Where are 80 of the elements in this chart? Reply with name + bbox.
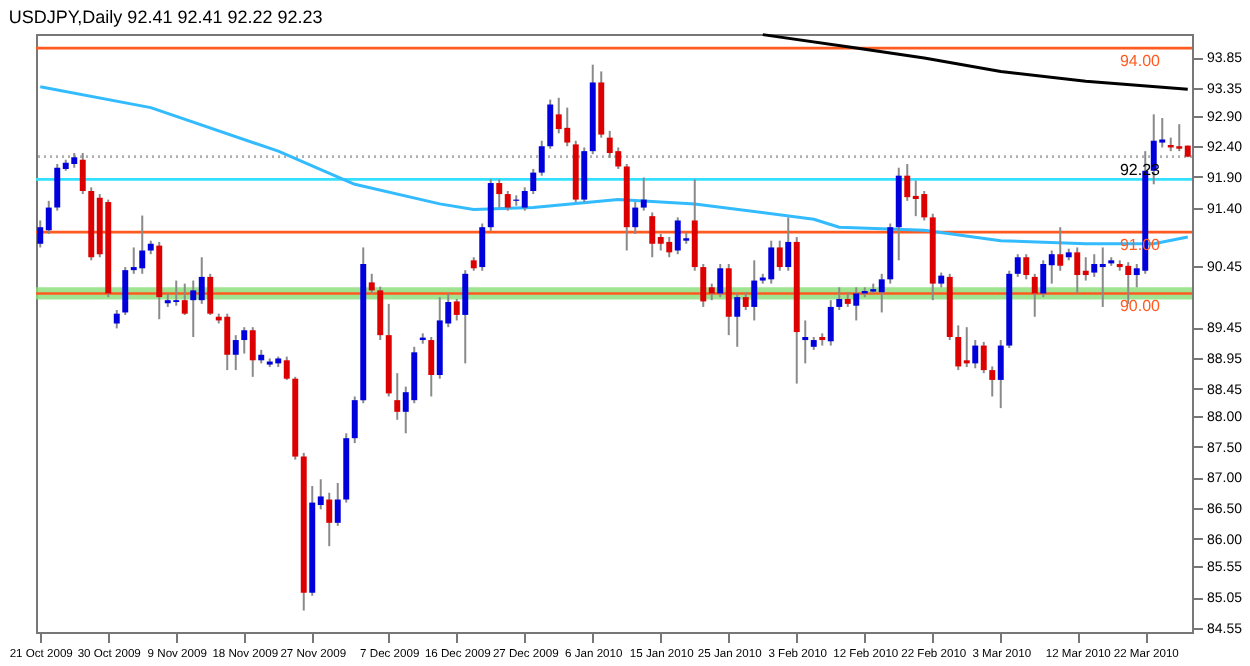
candlestick — [538, 139, 545, 177]
candlestick — [717, 263, 724, 299]
candlestick — [79, 151, 86, 196]
candlestick — [1176, 123, 1183, 153]
candlestick — [207, 272, 214, 316]
candlestick — [487, 178, 494, 232]
candlestick — [606, 129, 613, 159]
candlestick — [139, 214, 146, 275]
candlestick — [173, 279, 180, 307]
candlestick — [530, 167, 537, 196]
candlestick — [224, 312, 231, 372]
candlestick — [377, 285, 384, 342]
candlestick — [283, 355, 290, 381]
candlestick — [776, 239, 783, 272]
candlestick — [1057, 226, 1064, 272]
candlestick — [674, 216, 681, 256]
candlestick — [1091, 253, 1098, 278]
candlestick — [1031, 272, 1038, 318]
candlestick — [326, 491, 333, 548]
candlestick — [241, 326, 248, 355]
candlestick — [181, 282, 188, 316]
candlestick — [113, 309, 120, 330]
candlestick — [54, 163, 61, 212]
candlestick — [1023, 253, 1030, 281]
candlestick — [479, 222, 486, 272]
candlestick — [122, 266, 129, 316]
candlestick — [547, 98, 554, 150]
candlestick — [649, 211, 656, 259]
candlestick — [555, 96, 562, 135]
candlestick — [1074, 246, 1081, 295]
candlestick — [972, 339, 979, 370]
candlestick — [751, 259, 758, 322]
candlestick — [666, 236, 673, 259]
candlestick — [1099, 246, 1106, 308]
candlestick — [411, 345, 418, 405]
candlestick — [827, 299, 834, 347]
candlestick — [853, 286, 860, 322]
candlestick — [904, 163, 911, 202]
candlestick — [190, 279, 197, 338]
candlestick — [521, 186, 528, 212]
candlestick — [504, 190, 511, 212]
candlestick — [462, 269, 469, 365]
ref-line-label: 90.00 — [1119, 297, 1162, 316]
candlestick — [955, 324, 962, 372]
candlestick — [198, 256, 205, 305]
candlestick — [768, 239, 775, 285]
candlestick — [912, 179, 919, 218]
candlestick — [334, 481, 341, 527]
ref-line-label: 94.00 — [1119, 52, 1162, 71]
candlestick — [802, 319, 809, 365]
candlestick — [496, 178, 503, 209]
candlestick — [921, 190, 928, 222]
candlestick — [1082, 256, 1089, 282]
candlestick — [249, 326, 256, 378]
candlestick — [989, 365, 996, 398]
candlestick — [351, 395, 358, 445]
chart-title: USDJPY,Daily 92.41 92.41 92.22 92.23 — [8, 7, 323, 28]
candlestick — [640, 176, 647, 212]
candlestick — [785, 216, 792, 272]
candlestick — [368, 272, 375, 295]
candlestick — [1014, 253, 1021, 278]
candlestick — [691, 178, 698, 272]
candlestick — [836, 286, 843, 311]
candlestick — [980, 340, 987, 375]
candlestick — [453, 297, 460, 322]
candlestick — [734, 292, 741, 348]
candlestick — [878, 272, 885, 314]
candlestick — [997, 339, 1004, 410]
line-series — [761, 33, 1190, 91]
candlestick — [130, 246, 137, 275]
candlestick — [1048, 249, 1055, 285]
candlestick — [428, 335, 435, 398]
candlestick — [564, 106, 571, 148]
candlestick — [232, 334, 239, 372]
candlestick — [1040, 259, 1047, 299]
candlestick — [700, 263, 707, 308]
candlestick — [394, 372, 401, 421]
candlestick — [615, 146, 622, 170]
candlestick — [632, 201, 639, 235]
candlestick — [963, 326, 970, 369]
